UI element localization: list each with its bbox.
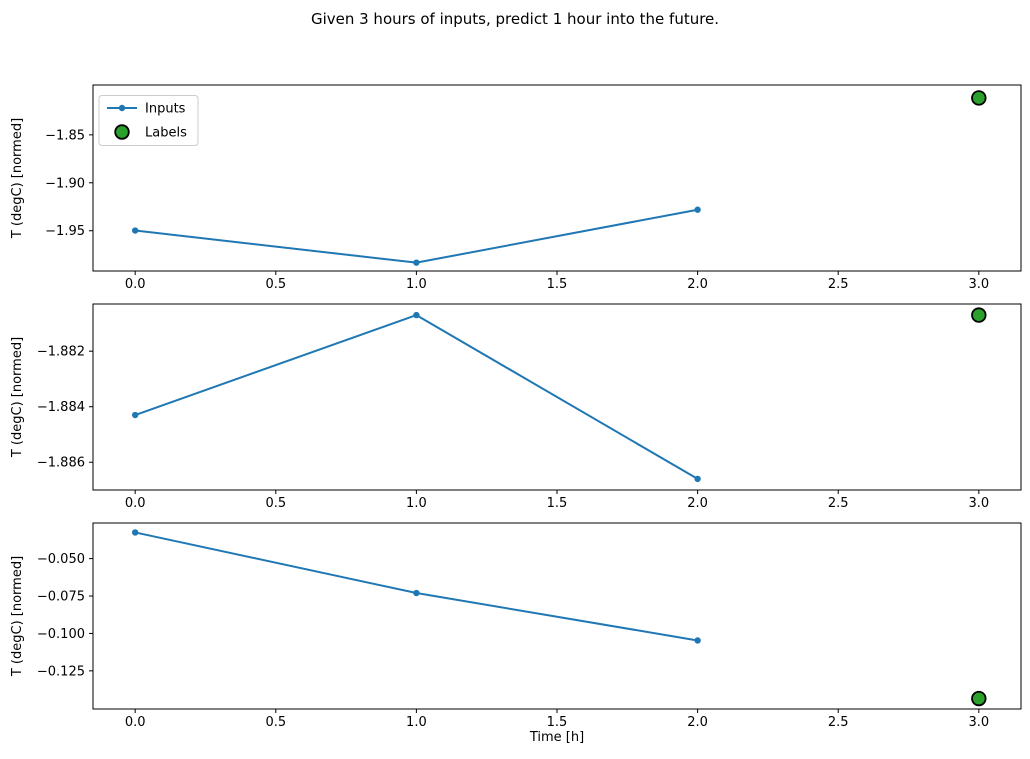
inputs-point xyxy=(131,227,139,234)
y-tick-label: −1.882 xyxy=(37,345,85,360)
y-tick-label: −1.90 xyxy=(45,176,85,191)
inputs-line xyxy=(135,208,698,264)
x-tick-label: 1.5 xyxy=(547,277,568,292)
inputs-point xyxy=(413,259,420,266)
x-tick-label: 2.0 xyxy=(687,496,708,511)
y-axis-label: T (degC) [normed] xyxy=(10,118,25,239)
y-tick-label: −1.886 xyxy=(37,456,85,471)
legend: Inputs Labels xyxy=(98,95,199,146)
labels-point xyxy=(971,90,987,106)
inputs-point xyxy=(131,411,139,419)
legend-labels-marker xyxy=(114,124,130,140)
x-tick-label: 3.0 xyxy=(968,277,989,292)
y-tick-label: −1.884 xyxy=(37,400,85,415)
x-tick-label: 2.0 xyxy=(687,277,708,292)
y-tick-label: −0.050 xyxy=(37,552,85,567)
x-tick-label: 2.5 xyxy=(828,277,849,292)
x-tick-label: 3.0 xyxy=(968,715,989,730)
figure-title: Given 3 hours of inputs, predict 1 hour … xyxy=(310,10,720,28)
subplot-2: 0.0 0.5 1.0 1.5 2.0 2.5 3.0 −1.882 −1.884 −1.886 T… xyxy=(10,303,1022,511)
x-tick-label: 1.5 xyxy=(547,496,568,511)
legend-labels-label: Labels xyxy=(145,126,187,141)
x-tick-label: 3.0 xyxy=(968,496,989,511)
y-tick-label: −0.125 xyxy=(37,664,85,679)
y-tick-label: −0.075 xyxy=(37,590,85,605)
x-tick-label: 2.0 xyxy=(687,715,708,730)
inputs-point xyxy=(131,529,139,536)
x-tick-label: 0.0 xyxy=(125,496,146,511)
inputs-point xyxy=(694,637,701,644)
x-tick-label: 2.5 xyxy=(828,496,849,511)
inputs-point xyxy=(694,206,701,213)
inputs-point xyxy=(413,589,420,597)
axes-frame xyxy=(92,84,1022,272)
y-tick-label: −1.85 xyxy=(45,128,85,143)
inputs-line xyxy=(134,314,699,480)
x-tick-label: 1.0 xyxy=(406,715,427,730)
x-tick-label: 2.5 xyxy=(828,715,849,730)
x-tick-label: 0.0 xyxy=(125,715,146,730)
labels-point xyxy=(971,690,987,707)
x-tick-label: 0.5 xyxy=(265,277,286,292)
x-tick-label: 1.0 xyxy=(406,496,427,511)
inputs-point xyxy=(413,311,420,319)
x-tick-label: 1.5 xyxy=(547,715,568,730)
x-tick-label: 1.0 xyxy=(406,277,427,292)
y-tick-label: −1.95 xyxy=(45,224,85,239)
legend-inputs-label: Inputs xyxy=(145,102,186,117)
y-axis-label: T (degC) [normed] xyxy=(10,337,25,458)
x-tick-label: 0.0 xyxy=(125,277,146,292)
x-tick-label: 0.5 xyxy=(265,496,286,511)
subplot-1: 0.0 0.5 1.0 1.5 2.0 2.5 3.0 −1.85 −1.90 −1.95 T (d… xyxy=(10,84,1022,292)
y-tick-label: −0.100 xyxy=(37,627,85,642)
x-axis-label: Time [h] xyxy=(529,730,584,745)
legend-inputs-marker xyxy=(118,104,126,112)
inputs-point xyxy=(694,475,701,483)
inputs-line xyxy=(134,531,698,642)
labels-point xyxy=(971,307,987,323)
x-tick-label: 0.5 xyxy=(265,715,286,730)
subplot-3: 0.0 0.5 1.0 1.5 2.0 2.5 3.0 −0.050 −0.075 −0.100 −… xyxy=(10,522,1022,745)
y-axis-label: T (degC) [normed] xyxy=(10,556,25,677)
